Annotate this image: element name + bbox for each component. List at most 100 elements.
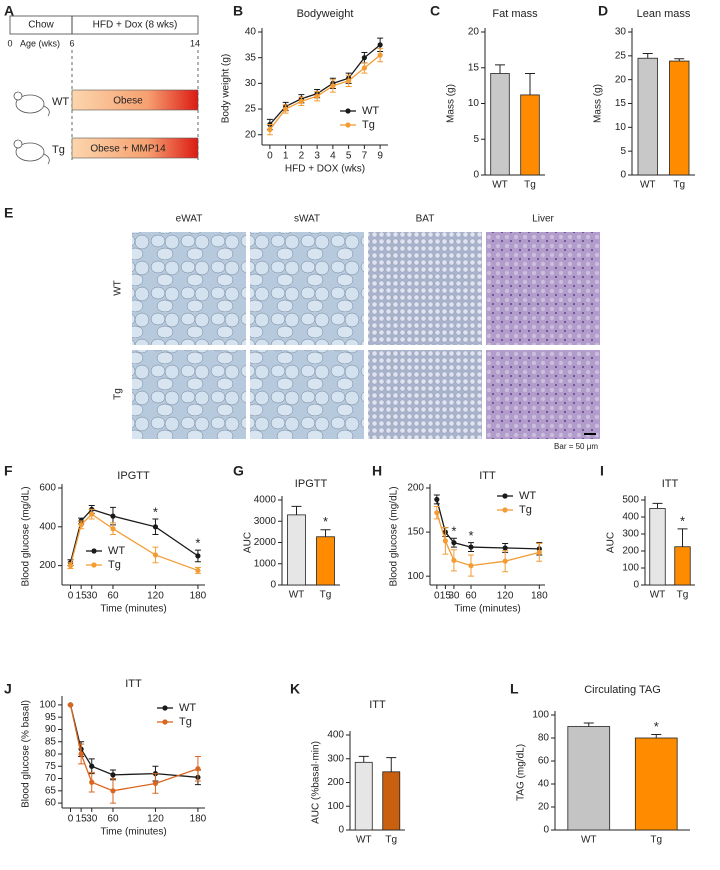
- column-label: Liver: [532, 214, 554, 225]
- y-tick-label: 0: [620, 170, 626, 181]
- legend-marker: [91, 548, 97, 554]
- phase-label: Chow: [28, 20, 54, 31]
- bar: [669, 60, 690, 176]
- data-point: [78, 522, 84, 528]
- y-tick-label: 200: [407, 483, 424, 494]
- data-point: [434, 496, 440, 503]
- data-point: [377, 42, 383, 48]
- panel-letter: F: [4, 463, 13, 479]
- data-point: [283, 106, 289, 112]
- chart-title: ITT: [479, 470, 496, 482]
- y-tick-label: 100: [622, 563, 639, 574]
- y-tick-label: 400: [622, 512, 639, 523]
- bar: [490, 73, 510, 176]
- x-tick-label: 60: [107, 591, 119, 602]
- x-tick-label: 7: [362, 151, 368, 162]
- data-point: [361, 65, 367, 71]
- x-tick-label: 5: [346, 151, 352, 162]
- data-point: [110, 772, 116, 778]
- y-tick-label: 90: [45, 724, 57, 735]
- y-tick-label: 300: [327, 753, 344, 764]
- legend-label: Tg: [519, 504, 532, 516]
- y-tick-label: 30: [615, 27, 627, 38]
- y-tick-label: 20: [538, 802, 550, 813]
- bar: [382, 771, 401, 831]
- data-point: [89, 763, 95, 769]
- x-tick-label: Tg: [650, 835, 662, 846]
- legend-label: Tg: [108, 559, 121, 571]
- x-tick-label: Tg: [524, 180, 536, 191]
- y-tick-label: 100: [39, 700, 56, 711]
- x-tick-label: 30: [86, 591, 98, 602]
- panel-letter: D: [598, 3, 608, 19]
- x-tick-label: 180: [190, 814, 207, 825]
- y-tick-label: 5: [473, 134, 479, 145]
- bar: [287, 514, 306, 586]
- x-tick-label: Tg: [677, 590, 689, 601]
- error-bar: [652, 502, 663, 509]
- x-tick-label: Tg: [385, 835, 397, 846]
- y-tick-label: 80: [538, 733, 550, 744]
- y-tick-label: 1000: [254, 558, 277, 569]
- data-point: [67, 563, 74, 569]
- data-point: [434, 510, 440, 516]
- column-label: sWAT: [294, 214, 320, 225]
- y-tick-label: 0: [338, 825, 344, 836]
- data-point: [451, 540, 457, 546]
- data-point: [89, 779, 95, 785]
- y-tick-label: 20: [615, 74, 627, 85]
- y-tick-label: 10: [615, 122, 627, 133]
- data-point: [110, 788, 116, 794]
- y-tick-label: 100: [407, 571, 424, 582]
- significance-mark: *: [468, 528, 473, 543]
- histology-image: [368, 350, 482, 439]
- x-axis-label: HFD + DOX (wks): [285, 164, 365, 175]
- y-tick-label: 500: [622, 495, 639, 506]
- legend-marker: [345, 108, 351, 114]
- y-tick-label: 40: [538, 779, 550, 790]
- panel-e: E eWAT sWAT BAT Liver WT Tg Bar = 50 μm: [4, 205, 600, 451]
- significance-mark: *: [451, 524, 456, 539]
- timeline-box: [9, 15, 199, 35]
- legend-label: Tg: [362, 119, 375, 131]
- y-tick-label: 15: [615, 98, 627, 109]
- y-tick-label: 40: [245, 27, 257, 38]
- row-label: WT: [113, 280, 124, 296]
- x-tick-label: 120: [147, 814, 164, 825]
- data-point: [361, 55, 367, 61]
- x-tick-label: WT: [492, 180, 508, 191]
- y-tick-label: 200: [327, 777, 344, 788]
- y-tick-label: 35: [245, 52, 257, 63]
- diet-bar: [71, 89, 199, 111]
- data-point: [468, 563, 474, 569]
- legend-label: WT: [362, 105, 379, 117]
- y-axis-label: AUC: [243, 532, 254, 553]
- error-bar: [291, 505, 302, 515]
- x-tick-label: 0: [434, 591, 440, 602]
- y-tick-label: 400: [39, 521, 56, 532]
- legend-marker: [502, 507, 508, 513]
- data-point: [346, 78, 352, 84]
- x-tick-label: WT: [581, 835, 597, 846]
- y-axis-label: AUC: [606, 532, 617, 553]
- error-bar: [320, 529, 331, 537]
- y-tick-label: 15: [468, 62, 480, 73]
- bar-label: Obese: [113, 96, 143, 107]
- y-tick-label: 400: [327, 730, 344, 741]
- panel-letter: B: [233, 3, 243, 19]
- data-point: [195, 766, 201, 772]
- y-tick-label: 200: [622, 546, 639, 557]
- x-tick-label: 120: [147, 591, 164, 602]
- y-tick-label: 65: [45, 785, 57, 796]
- histology-image: [132, 232, 246, 345]
- y-axis-label: Mass (g): [446, 84, 457, 123]
- error-bar: [642, 52, 653, 59]
- legend-label: WT: [108, 545, 125, 557]
- y-tick-label: 20: [245, 129, 257, 140]
- series-line: [436, 499, 540, 550]
- data-point: [89, 511, 95, 517]
- series-line: [69, 513, 199, 572]
- data-point: [195, 567, 201, 574]
- legend-marker: [162, 705, 168, 711]
